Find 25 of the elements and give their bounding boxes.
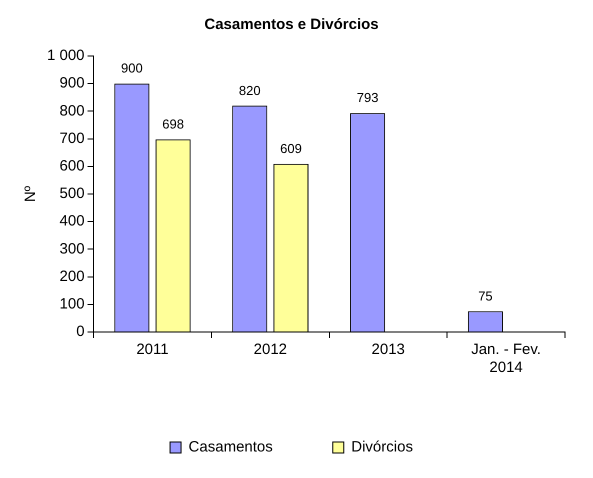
x-tick-label: 2011: [136, 341, 169, 358]
y-tick-label: 1 000: [46, 47, 85, 64]
y-tick-label: 0: [76, 323, 85, 340]
chart-title: Casamentos e Divórcios: [204, 16, 379, 34]
y-tick-label: 100: [60, 296, 85, 313]
data-label: 900: [120, 60, 143, 76]
data-label: 75: [478, 288, 493, 304]
y-tick-label: 700: [60, 130, 85, 147]
x-tick-label: 2012: [254, 341, 288, 358]
y-axis-title: Nº: [22, 185, 40, 202]
legend-label: Casamentos: [188, 438, 273, 456]
data-label: 698: [162, 116, 184, 132]
y-tick-label: 500: [60, 185, 85, 202]
y-tick-label: 600: [60, 158, 85, 175]
y-tick-label: 200: [60, 268, 85, 285]
y-tick-label: 300: [60, 240, 85, 258]
legend-label: Divórcios: [351, 438, 413, 456]
y-tick-label: 800: [60, 102, 85, 120]
data-label: 820: [238, 82, 261, 98]
x-tick-label: Jan. - Fev. 2014: [471, 341, 541, 376]
y-tick-label: 400: [60, 212, 85, 230]
data-label: 609: [280, 140, 302, 156]
x-tick-label: 2013: [372, 341, 405, 358]
y-tick-label: 900: [60, 74, 85, 92]
data-label: 793: [356, 90, 378, 106]
